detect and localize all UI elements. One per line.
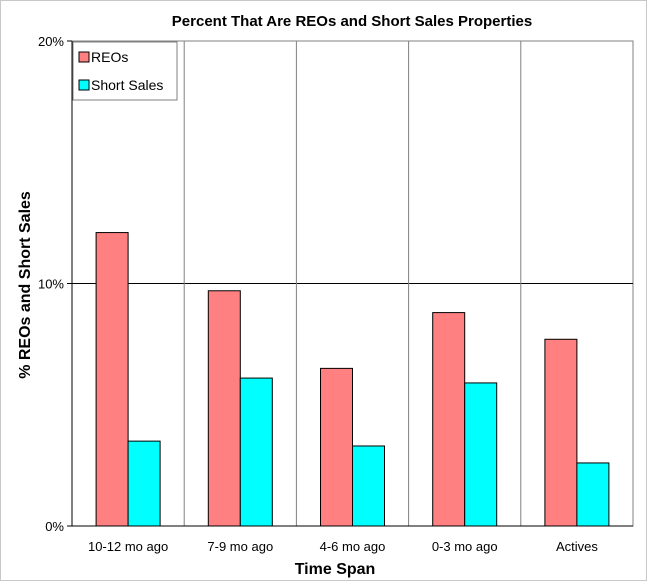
bar-short-sales [239,377,273,527]
bar-short-sales [464,382,498,527]
legend-label: Short Sales [91,77,163,93]
bar-reos [544,338,578,527]
y-axis-title: % REOs and Short Sales [17,191,34,379]
x-tick-label: Actives [556,539,598,554]
y-tick-label: 20% [38,34,64,49]
x-tick-label: 0-3 mo ago [432,539,498,554]
x-tick-label: 7-9 mo ago [207,539,273,554]
legend-box [72,41,178,101]
bar-reos [320,367,353,527]
y-tick-label: 0% [45,519,64,534]
plot-layer: 0% 10% 20% 10-12 mo ago 7-9 mo ago 4-6 mo ago… [38,34,634,554]
bar-short-sales [127,440,161,527]
bar-reos [207,290,241,527]
y-tick-label: 10% [38,277,64,292]
legend-label: REOs [91,49,128,65]
x-axis-title: Time Span [295,561,376,578]
bar-short-sales [352,445,385,527]
legend-swatch [78,51,90,63]
chart-title: Percent That Are REOs and Short Sales Pr… [172,13,532,30]
bar-reos [432,312,466,527]
bar-short-sales [576,462,610,527]
bar-reos [95,232,129,527]
legend: REOs Short Sales [72,41,178,101]
x-tick-label: 10-12 mo ago [88,539,168,554]
legend-swatch [78,79,90,91]
x-tick-label: 4-6 mo ago [320,539,386,554]
